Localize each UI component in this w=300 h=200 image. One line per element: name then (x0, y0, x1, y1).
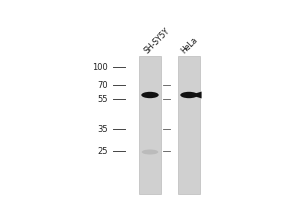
Bar (139, 56, 161, 194)
Text: HeLa: HeLa (179, 35, 199, 55)
Ellipse shape (142, 150, 158, 154)
Text: SH-SY5Y: SH-SY5Y (142, 26, 171, 55)
Polygon shape (190, 92, 202, 98)
Bar (178, 56, 200, 194)
Ellipse shape (180, 92, 198, 98)
Text: 55: 55 (98, 95, 108, 104)
Text: 70: 70 (98, 80, 108, 90)
Text: 100: 100 (92, 62, 108, 72)
Text: 25: 25 (98, 146, 108, 156)
Ellipse shape (141, 92, 159, 98)
Text: 35: 35 (98, 124, 108, 134)
